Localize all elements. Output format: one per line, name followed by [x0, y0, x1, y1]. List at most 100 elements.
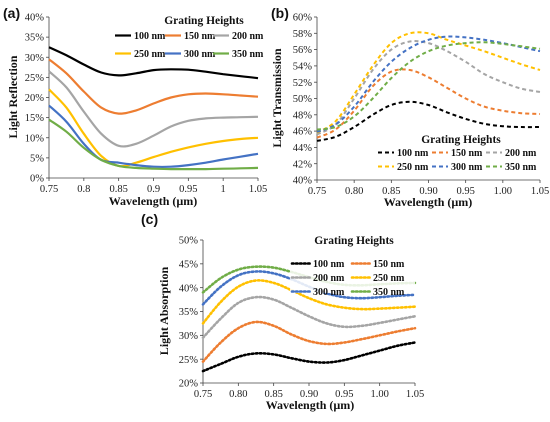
legend-box	[108, 28, 258, 67]
x-tick-label: 0.85	[264, 389, 282, 400]
y-tick-label: 15%	[25, 113, 45, 124]
series-line-100nm	[201, 341, 417, 373]
legend-title: Grating Heights	[314, 235, 394, 247]
legend-label: 350 nm	[232, 49, 264, 60]
x-tick-label: 0.95	[456, 186, 474, 197]
legend-label: 150 nm	[451, 148, 483, 159]
y-axis-label: Light Transmission	[270, 48, 284, 148]
panel-label: (c)	[141, 211, 158, 227]
y-axis-label: Light Reflection	[6, 55, 20, 138]
x-tick-label: 0.8	[77, 184, 90, 195]
x-tick-label: 1.05	[406, 389, 424, 400]
legend-label: 200 nm	[505, 148, 537, 159]
y-tick-label: 58%	[293, 29, 313, 40]
legend-label: 250 nm	[397, 162, 429, 173]
series-line-200nm	[316, 40, 541, 136]
x-axis-label: Wavelength (µm)	[109, 194, 198, 208]
panel-label: (b)	[271, 5, 289, 21]
x-tick-label: 0.75	[308, 186, 326, 197]
series-line-250nm	[48, 88, 259, 168]
x-tick-label: 0.9	[147, 184, 160, 195]
x-tick-label: 1	[221, 184, 226, 195]
series-line-200nm	[201, 295, 417, 339]
y-tick-label: 60%	[293, 13, 313, 24]
legend-label: 350 nm	[373, 287, 405, 298]
x-tick-label: 0.80	[229, 389, 247, 400]
x-tick-label: 0.75	[194, 389, 212, 400]
chart-panel-b: (b) 40% 42% 44% 46% 48% 50% 52% 54% 56% 58% 60% 0.75…	[270, 5, 549, 209]
legend-label: 200 nm	[313, 273, 345, 284]
x-tick-label: 1.00	[494, 186, 512, 197]
y-tick-label: 44%	[293, 143, 313, 154]
y-tick-label: 40%	[179, 283, 199, 294]
y-tick-label: 20%	[179, 379, 199, 390]
x-axis-label: Wavelength (µm)	[384, 195, 473, 209]
legend-label: 200 nm	[232, 31, 264, 42]
x-tick-label: 0.90	[419, 186, 437, 197]
legend-box	[376, 148, 540, 178]
legend-label: 100 nm	[313, 259, 345, 270]
y-tick-label: 5%	[30, 153, 44, 164]
series-line-350nm	[316, 41, 541, 131]
y-tick-label: 45%	[179, 259, 199, 270]
series-line-100nm	[48, 46, 259, 80]
y-tick-label: 56%	[293, 45, 313, 56]
y-tick-label: 50%	[293, 94, 313, 105]
legend-label: 300 nm	[313, 287, 345, 298]
y-tick-label: 52%	[293, 78, 313, 89]
legend-label: 300 nm	[451, 162, 483, 173]
y-tick-label: 54%	[293, 62, 313, 73]
legend-label: 150 nm	[184, 31, 216, 42]
series-line-350nm	[48, 118, 259, 171]
series-line-150nm	[48, 58, 259, 115]
series-line-250nm	[201, 279, 417, 325]
y-tick-label: 25%	[25, 73, 45, 84]
y-tick-label: 30%	[25, 53, 45, 64]
y-tick-label: 0%	[30, 174, 44, 185]
y-axis-label: Light Absorption	[157, 266, 171, 355]
y-tick-label: 35%	[179, 307, 199, 318]
y-tick-label: 30%	[179, 331, 199, 342]
y-tick-label: 46%	[293, 127, 313, 138]
chart-panel-c: (c) 20% 25% 30% 35% 40% 45% 50% 0.75 0.80 0.85 0.90…	[141, 211, 424, 412]
series-line-150nm	[201, 320, 417, 363]
series-line-150nm	[316, 68, 541, 139]
legend-box	[290, 251, 415, 293]
legend-label: 350 nm	[505, 162, 537, 173]
legend-title: Grating Heights	[164, 15, 244, 27]
x-tick-label: 0.85	[382, 186, 400, 197]
series-line-300nm	[316, 35, 541, 133]
x-tick-label: 0.75	[40, 184, 58, 195]
x-tick-label: 1.05	[249, 184, 267, 195]
x-tick-label: 0.90	[300, 389, 318, 400]
legend-label: 100 nm	[397, 148, 429, 159]
y-tick-label: 40%	[293, 176, 313, 187]
series-line-300nm	[48, 104, 259, 169]
series-line-100nm	[316, 100, 541, 142]
y-tick-label: 48%	[293, 110, 313, 121]
chart-panel-a: (a) 0% 5% 10% 15% 20% 25% 30% 35% 40% 0.75 0.8 0.85 0…	[3, 5, 267, 208]
x-tick-label: 1.05	[531, 186, 549, 197]
legend-label: 250 nm	[134, 49, 166, 60]
y-tick-label: 20%	[25, 93, 45, 104]
x-tick-label: 1.00	[370, 389, 388, 400]
legend-label: 100 nm	[134, 31, 166, 42]
series-line-200nm	[48, 70, 259, 148]
y-tick-label: 40%	[25, 13, 45, 24]
legend-label: 250 nm	[373, 273, 405, 284]
x-tick-label: 0.95	[179, 184, 197, 195]
y-tick-label: 50%	[179, 236, 199, 247]
legend-title: Grating Heights	[421, 134, 501, 146]
x-tick-label: 0.80	[345, 186, 363, 197]
y-tick-label: 25%	[179, 355, 199, 366]
x-tick-label: 0.95	[335, 389, 353, 400]
y-tick-label: 35%	[25, 33, 45, 44]
x-axis-label: Wavelength (µm)	[266, 398, 355, 412]
x-tick-label: 0.85	[109, 184, 127, 195]
legend-label: 150 nm	[373, 259, 405, 270]
legend-label: 300 nm	[184, 49, 216, 60]
y-tick-label: 42%	[293, 159, 313, 170]
panel-label: (a)	[3, 5, 20, 21]
y-tick-label: 10%	[25, 133, 45, 144]
